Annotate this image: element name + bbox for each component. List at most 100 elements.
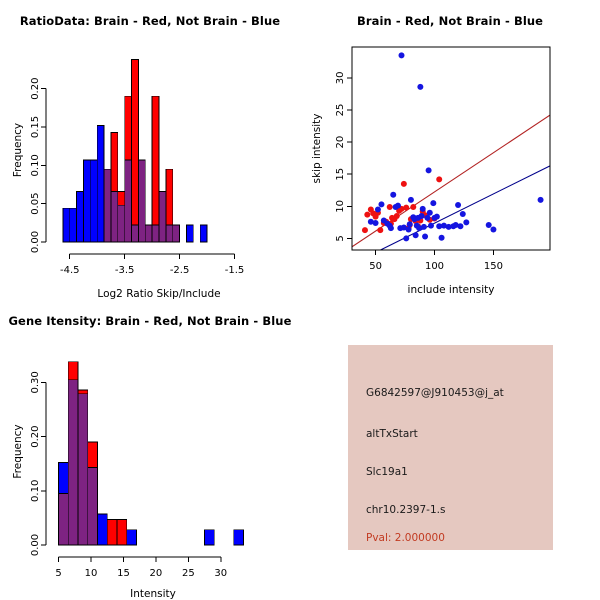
x-tick-label: -3.5	[115, 265, 135, 276]
scatter-point	[407, 196, 414, 203]
histogram-bar	[131, 59, 139, 226]
ratio-histogram-svg: 0.00 0.05 0.10 0.15 0.20 Frequency -4.5 -3.5 -2.…	[12, 59, 245, 300]
histogram-bar	[124, 159, 132, 243]
scatter-point	[438, 234, 445, 241]
histogram-bar	[233, 529, 244, 546]
x-tick-label: 30	[214, 568, 227, 579]
gene-intensity-title: Gene Itensity: Brain - Red, Not Brain - …	[8, 314, 292, 328]
y-tick-label: 0.05	[30, 193, 41, 215]
histogram-bar	[58, 493, 69, 546]
y-axis-label: Frequency	[12, 123, 24, 177]
scatter-point	[459, 211, 466, 218]
y-axis-label: skip intensity	[311, 114, 323, 184]
intensity-scatter-svg: 5 10 15 20 25 30 skip intensity 50 100 150 include…	[311, 46, 551, 296]
histogram-bar	[144, 224, 153, 243]
y-axis-label: Frequency	[12, 424, 24, 478]
scatter-point	[367, 218, 374, 225]
y-tick-label: 0.15	[30, 116, 41, 138]
scatter-point	[416, 225, 423, 232]
histogram-bar	[96, 125, 105, 243]
intensity-scatter-title: Brain - Red, Not Brain - Blue	[356, 14, 544, 28]
histogram-bar	[117, 190, 126, 206]
scatter-point	[426, 209, 433, 216]
gene-symbol-text: Slc19a1	[366, 466, 408, 478]
histogram-bar	[204, 529, 215, 546]
x-tick-label: -1.5	[225, 265, 245, 276]
scatter-point	[436, 223, 443, 230]
scatter-point	[406, 221, 413, 228]
histogram-bar	[172, 224, 181, 243]
histogram-bar	[106, 519, 118, 546]
y-tick-label: 0.20	[30, 78, 41, 100]
x-tick-label: 10	[85, 568, 98, 579]
gene-intensity-svg: 0.00 0.10 0.20 0.30 Frequency 5 10 15 20 25 30 Inte…	[12, 361, 244, 600]
x-tick-label: -2.5	[170, 265, 190, 276]
scatter-point	[433, 213, 440, 220]
scatter-point	[390, 191, 397, 198]
scatter-point	[430, 200, 437, 207]
histogram-bar	[126, 529, 137, 546]
y-tick-label: 0.20	[30, 425, 41, 447]
histogram-bar	[87, 441, 98, 468]
location-text: chr10.2397-1.s	[366, 504, 446, 516]
scatter-point	[485, 221, 492, 228]
y-tick-label: 0.10	[30, 154, 41, 176]
scatter-point	[445, 223, 452, 230]
histogram-bar	[62, 207, 71, 243]
scatter-point	[412, 232, 419, 239]
histogram-bar	[110, 131, 119, 192]
histogram-bar	[131, 224, 139, 243]
scatter-point	[387, 225, 394, 232]
scatter-point	[440, 222, 447, 229]
scatter-point	[394, 202, 401, 209]
scatter-frame	[351, 46, 551, 251]
scatter-point	[372, 220, 379, 227]
scatter-point	[452, 221, 459, 228]
scatter-point	[361, 227, 368, 234]
x-tick-label: 100	[425, 261, 444, 272]
scatter-point	[436, 176, 443, 183]
event-type-text: altTxStart	[366, 428, 418, 440]
histogram-bar	[103, 168, 112, 243]
histogram-bar	[110, 190, 119, 243]
scatter-point	[364, 211, 371, 218]
ratio-histogram-title: RatioData: Brain - Red, Not Brain - Blue	[19, 14, 281, 28]
y-tick-label: 30	[335, 71, 346, 84]
histogram-bar	[186, 224, 194, 243]
scatter-point	[417, 83, 424, 90]
x-tick-label: -4.5	[60, 265, 80, 276]
scatter-point	[410, 203, 417, 210]
scatter-point	[377, 227, 384, 234]
scatter-point	[378, 201, 385, 208]
scatter-point	[425, 167, 432, 174]
histogram-bar	[165, 168, 174, 226]
y-tick-label: 0.30	[30, 371, 41, 393]
intensity-scatter-panel: Brain - Red, Not Brain - Blue 5 10 15 20 25 3…	[300, 0, 600, 300]
histogram-bar	[67, 379, 79, 546]
scatter-point	[374, 206, 381, 213]
histogram-bar	[116, 519, 128, 546]
scatter-point	[455, 202, 462, 209]
scatter-point	[403, 235, 410, 242]
histogram-bar	[89, 159, 98, 243]
histogram-bar	[158, 190, 167, 243]
histogram-bar	[77, 389, 89, 395]
scatter-point	[457, 223, 464, 230]
x-axis-label: include intensity	[408, 284, 495, 296]
x-tick-label: 25	[182, 568, 195, 579]
scatter-point	[405, 226, 412, 233]
y-tick-label: 0.10	[30, 480, 41, 502]
y-tick-label: 5	[335, 235, 346, 241]
histogram-bar	[67, 361, 79, 381]
histogram-bar	[76, 190, 84, 243]
y-tick-label: 0.00	[30, 534, 41, 556]
x-axis-label: Intensity	[130, 588, 176, 600]
scatter-point	[403, 204, 410, 211]
gene-info-card: G6842597@J910453@j_at altTxStart Slc19a1…	[348, 345, 553, 550]
scatter-point	[419, 205, 426, 212]
histogram-bar	[117, 204, 126, 243]
histogram-bar	[77, 393, 89, 546]
scatter-point	[418, 212, 425, 219]
histogram-bar	[83, 159, 91, 243]
